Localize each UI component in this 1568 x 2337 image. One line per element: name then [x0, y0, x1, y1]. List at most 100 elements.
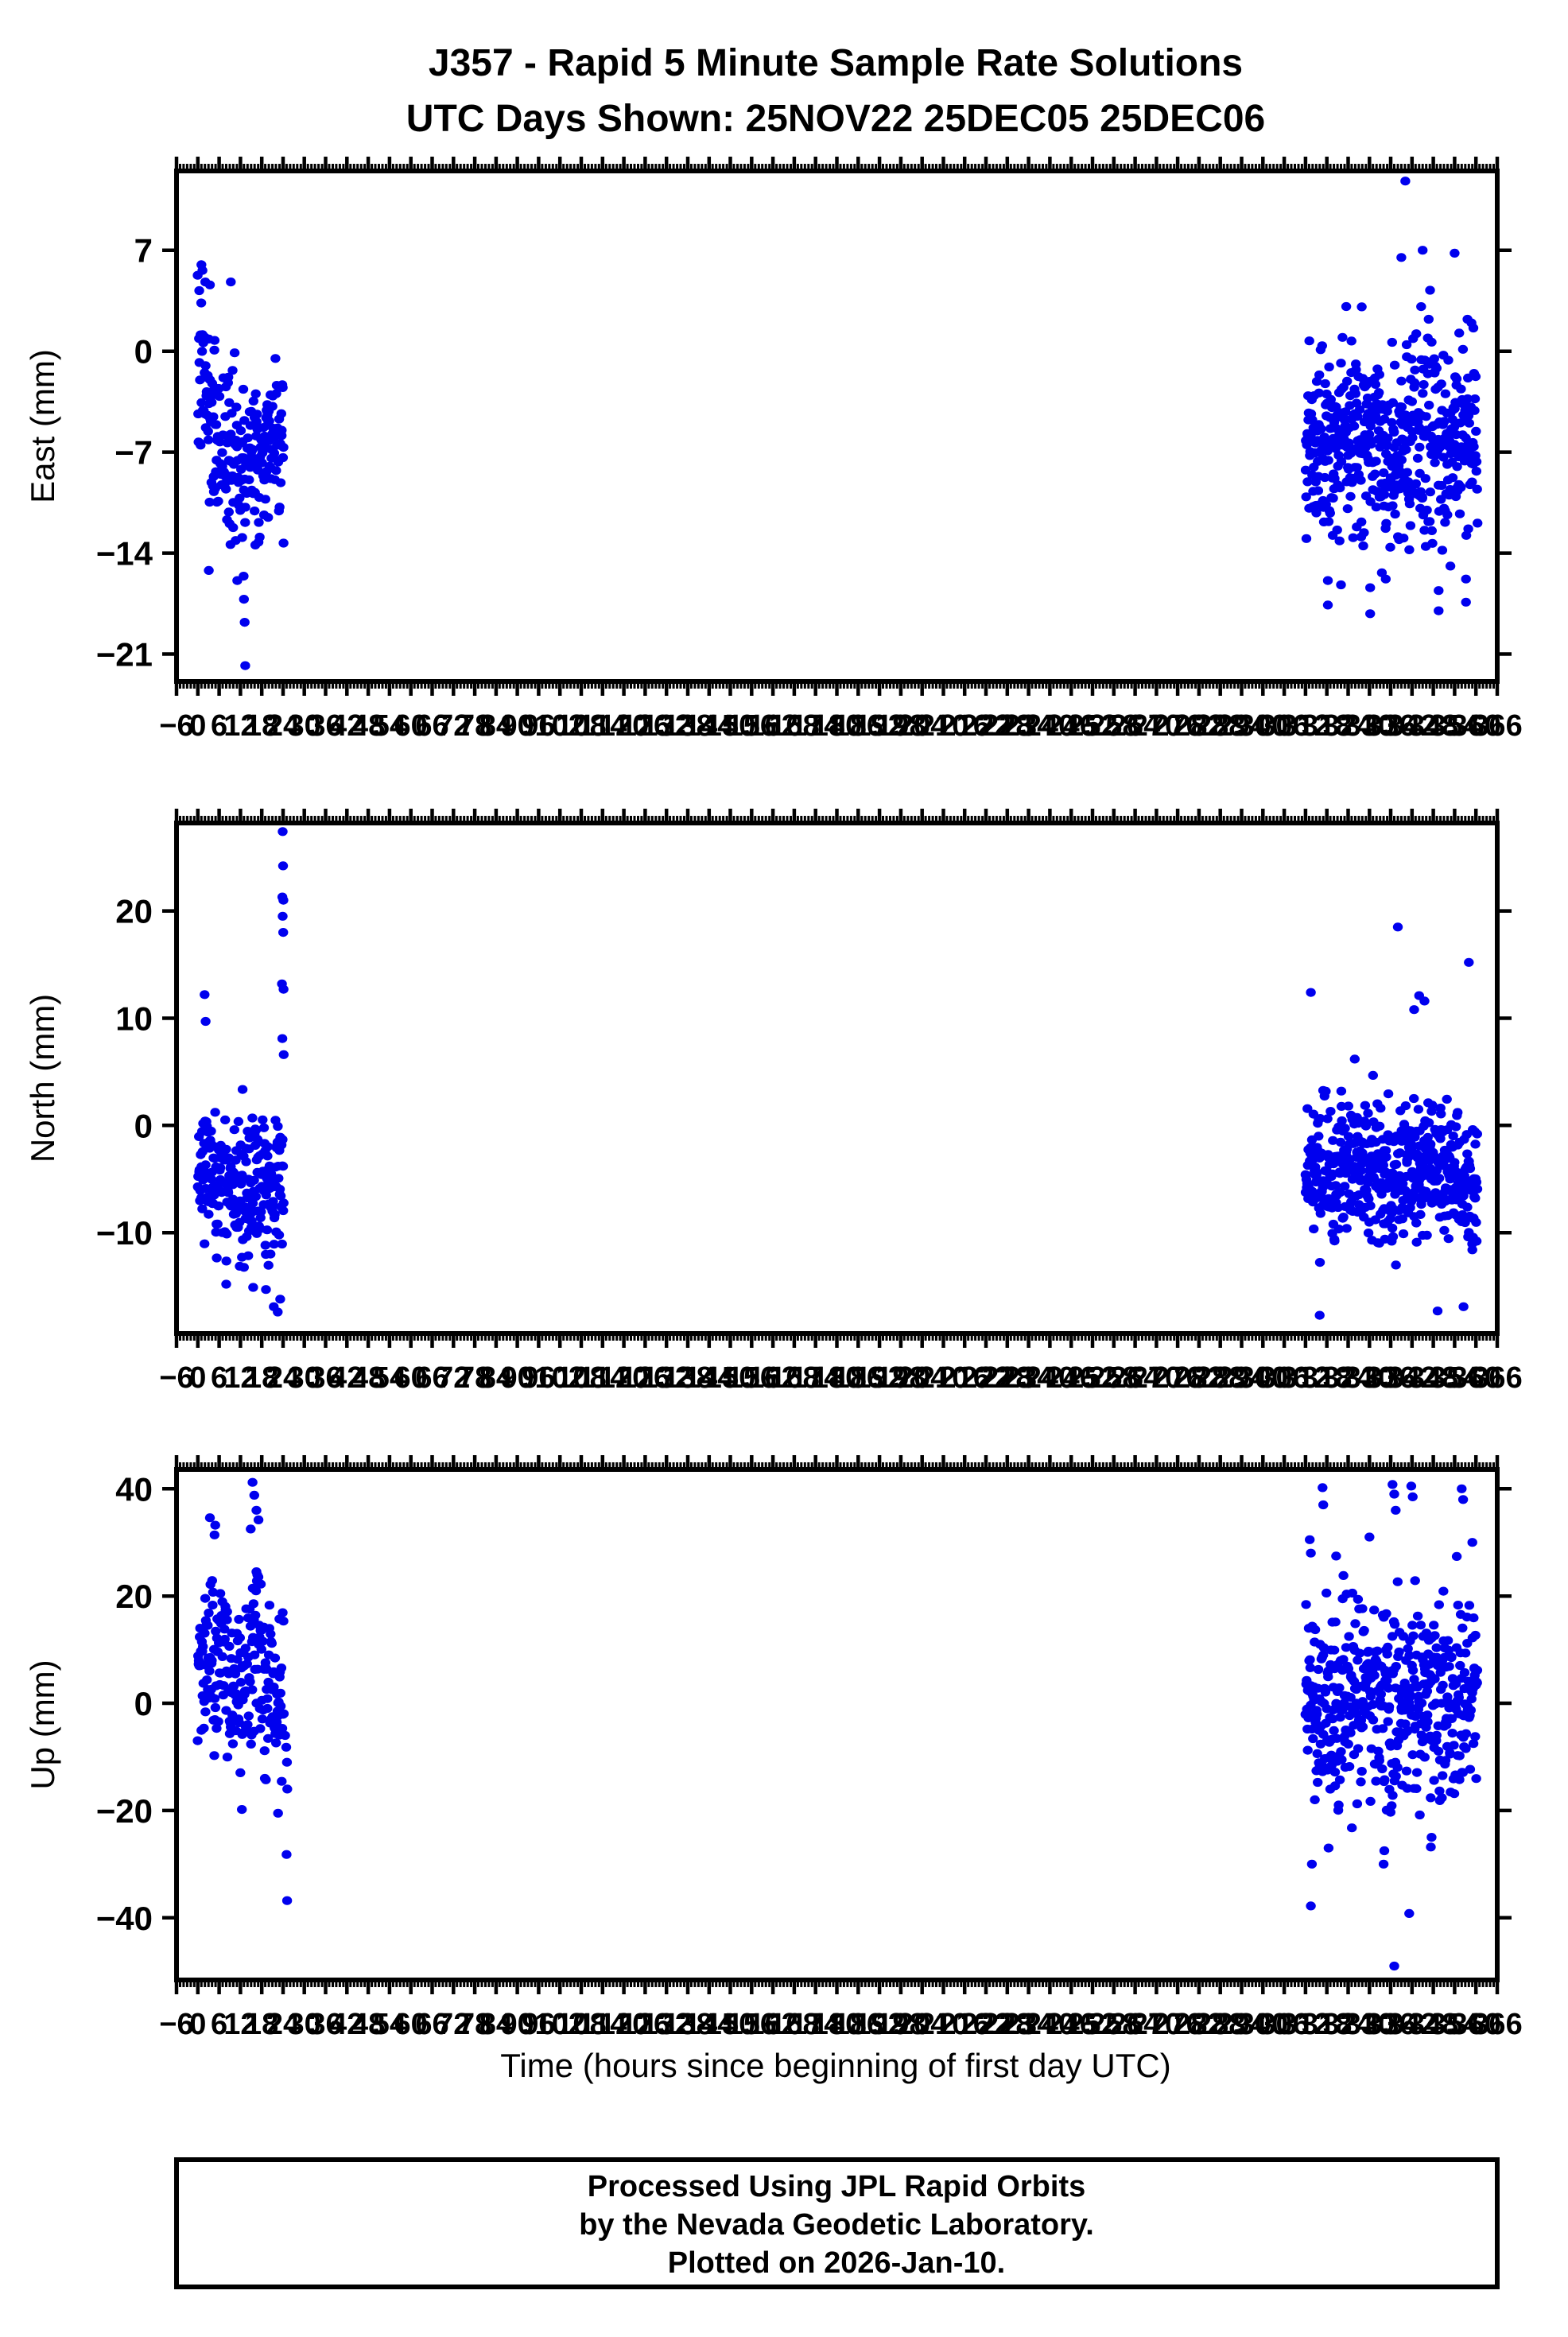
x-tick-label: −6 — [159, 2008, 193, 2041]
plot-panels: −60 6121824303642485460667278849096102108… — [24, 157, 1523, 2041]
scatter-point — [1451, 374, 1462, 383]
scatter-point — [1307, 415, 1318, 425]
scatter-point — [235, 1768, 246, 1777]
scatter-point — [278, 1617, 289, 1626]
x-tick-label: 114 — [578, 1361, 627, 1395]
scatter-point — [1462, 1202, 1473, 1212]
x-tick-label: 288 — [1195, 1361, 1245, 1395]
x-tick-label: 258 — [1089, 1361, 1139, 1395]
scatter-point — [251, 1125, 262, 1135]
scatter-point-outlier — [1400, 177, 1411, 186]
x-tick-label: 306 — [1259, 2008, 1309, 2041]
scatter-point — [1431, 1730, 1442, 1740]
scatter-point — [1370, 379, 1381, 389]
x-tick-label: 276 — [1152, 2008, 1202, 2041]
scatter-point — [240, 503, 250, 512]
scatter-point — [278, 382, 288, 392]
scatter-point — [1372, 1646, 1383, 1656]
scatter-point — [1381, 518, 1391, 528]
scatter-point — [1329, 1768, 1341, 1777]
scatter-point — [203, 1621, 213, 1630]
x-tick-label: 360 — [1450, 709, 1500, 743]
scatter-point — [1388, 501, 1398, 510]
scatter-point — [1314, 388, 1325, 398]
scatter-point — [215, 1589, 226, 1598]
scatter-point — [1322, 1114, 1333, 1124]
scatter-point — [1387, 417, 1397, 427]
scatter-point — [1405, 1703, 1416, 1713]
scatter-point — [204, 497, 215, 507]
x-tick-label: 192 — [854, 2008, 904, 2041]
scatter-point — [1422, 1710, 1433, 1720]
scatter-point — [230, 1669, 241, 1679]
scatter-point — [1376, 1190, 1387, 1199]
x-tick-label: 156 — [727, 2008, 777, 2041]
x-tick-label: 288 — [1195, 709, 1245, 743]
scatter-point — [1465, 1706, 1477, 1715]
scatter-point — [213, 1717, 223, 1726]
x-tick-label: 54 — [373, 2008, 406, 2041]
scatter-point — [1444, 1662, 1454, 1671]
scatter-point — [200, 1629, 210, 1638]
x-tick-label: 342 — [1387, 709, 1437, 743]
x-tick-label: 96 — [522, 2008, 555, 2041]
scatter-point — [210, 1702, 221, 1713]
x-tick-label: 102 — [534, 1361, 584, 1395]
scatter-point — [1391, 1772, 1401, 1781]
scatter-point — [1342, 504, 1353, 514]
scatter-point — [1380, 1146, 1391, 1155]
scatter-point — [1371, 503, 1382, 512]
x-tick-label: 30 — [288, 1361, 321, 1395]
scatter-point — [1341, 301, 1352, 312]
scatter-point — [1471, 1217, 1481, 1227]
scatter-point — [1377, 1724, 1388, 1733]
scatter-point — [1333, 1225, 1345, 1234]
x-tick-label: 78 — [458, 709, 491, 743]
north-scatter-points — [192, 827, 1483, 1320]
scatter-point — [240, 1644, 251, 1653]
x-tick-label: 30 — [288, 709, 321, 743]
scatter-point — [1461, 1729, 1472, 1738]
caption-border — [174, 2157, 1500, 2289]
scatter-point — [209, 1751, 219, 1761]
scatter-point — [1343, 1101, 1354, 1111]
x-tick-label: 180 — [812, 1361, 862, 1395]
scatter-point — [222, 1607, 232, 1617]
x-tick-label: 174 — [790, 1361, 840, 1395]
x-tick-label: 132 — [641, 709, 691, 743]
scatter-point — [1464, 418, 1475, 428]
scatter-point-outlier — [1419, 996, 1430, 1006]
x-tick-label: 114 — [578, 2008, 627, 2041]
scatter-point — [1377, 1764, 1388, 1774]
scatter-point — [1368, 1700, 1378, 1710]
scatter-point-outlier — [1318, 1483, 1328, 1493]
scatter-point — [1345, 1693, 1356, 1702]
x-tick-label: 324 — [1323, 709, 1373, 743]
scatter-point — [1313, 1664, 1324, 1675]
scatter-point — [270, 1209, 280, 1219]
scatter-point — [1436, 1109, 1446, 1119]
scatter-point — [203, 426, 213, 437]
scatter-point — [1337, 332, 1348, 342]
scatter-point — [1387, 1632, 1398, 1641]
scatter-point — [1447, 415, 1458, 425]
scatter-point — [1320, 472, 1330, 483]
x-tick-label: 258 — [1089, 709, 1139, 743]
scatter-point — [1415, 1621, 1426, 1630]
figure-title-line1: J357 - Rapid 5 Minute Sample Rate Soluti… — [429, 42, 1243, 84]
scatter-point — [1439, 1225, 1450, 1235]
x-tick-label: 78 — [458, 2008, 491, 2041]
scatter-point — [254, 518, 264, 527]
x-tick-label: 306 — [1259, 1361, 1309, 1395]
x-tick-label: 216 — [939, 709, 989, 743]
scatter-point — [1304, 336, 1314, 346]
scatter-point — [200, 1160, 211, 1170]
north-axis-title: North (mm) — [24, 994, 61, 1163]
x-tick-label: 18 — [245, 1361, 278, 1395]
scatter-point — [1409, 378, 1420, 387]
scatter-point — [274, 1174, 284, 1183]
scatter-point — [267, 402, 278, 411]
x-tick-label: 90 — [500, 1361, 534, 1395]
scatter-point — [1312, 1168, 1322, 1178]
x-tick-label: 30 — [288, 2008, 321, 2041]
